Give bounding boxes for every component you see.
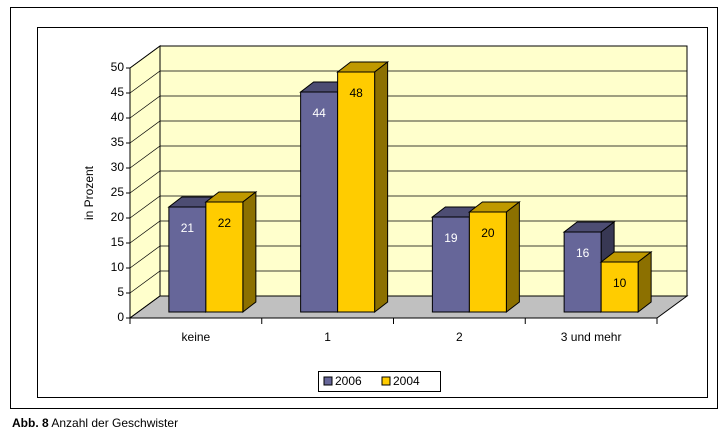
bar-front <box>468 211 507 313</box>
value-label: 10 <box>613 276 627 290</box>
value-label: 48 <box>349 86 363 100</box>
grid-line <box>129 70 687 94</box>
grid-line <box>129 145 687 169</box>
caption-label: Abb. 8 <box>12 416 49 430</box>
legend-swatch <box>381 376 391 386</box>
x-tick-label: 2 <box>456 330 463 344</box>
bar-front <box>205 201 244 313</box>
y-tick-label: 20 <box>111 210 125 224</box>
bar-front <box>563 231 602 313</box>
grid-line <box>129 95 687 119</box>
bar-front <box>600 261 639 313</box>
bar-front <box>300 91 339 313</box>
bar <box>204 190 258 314</box>
legend-swatch <box>323 376 333 386</box>
bar-side <box>374 60 389 314</box>
x-tick-label: keine <box>182 330 211 344</box>
y-tick-label: 40 <box>111 110 125 124</box>
y-tick-label: 5 <box>117 285 124 299</box>
bar-side <box>505 200 520 314</box>
legend-label: 2004 <box>393 374 420 388</box>
bar-side <box>637 250 652 314</box>
y-tick-label: 50 <box>111 60 125 74</box>
legend-box <box>318 371 441 392</box>
bar <box>467 200 521 314</box>
y-tick-label: 0 <box>117 310 124 324</box>
legend-label: 2006 <box>335 374 362 388</box>
y-tick-label: 25 <box>111 185 125 199</box>
value-label: 21 <box>181 221 195 235</box>
y-tick-label: 35 <box>111 135 125 149</box>
bar <box>336 60 390 314</box>
value-label: 19 <box>444 231 458 245</box>
legend: 2006 2004 <box>318 371 441 392</box>
bar <box>599 250 653 314</box>
bar-front <box>337 71 376 313</box>
bar-front <box>168 206 207 313</box>
grid-line <box>129 195 687 219</box>
caption-text: Anzahl der Geschwister <box>51 416 178 430</box>
y-tick-label: 45 <box>111 85 125 99</box>
x-tick-label: 1 <box>324 330 331 344</box>
grid-line <box>129 45 687 69</box>
y-axis-label: in Prozent <box>82 165 96 220</box>
y-tick-label: 15 <box>111 235 125 249</box>
y-tick-label: 10 <box>111 260 125 274</box>
value-label: 16 <box>576 246 590 260</box>
grid-line <box>129 170 687 194</box>
y-tick-label: 30 <box>111 160 125 174</box>
value-label: 20 <box>481 226 495 240</box>
x-tick-label: 3 und mehr <box>561 330 622 344</box>
caption: Abb. 8 Anzahl der Geschwister <box>12 416 178 430</box>
value-label: 22 <box>218 216 232 230</box>
value-label: 44 <box>312 106 326 120</box>
bar-front <box>431 216 470 313</box>
bar-side <box>242 190 257 314</box>
grid-line <box>129 120 687 144</box>
